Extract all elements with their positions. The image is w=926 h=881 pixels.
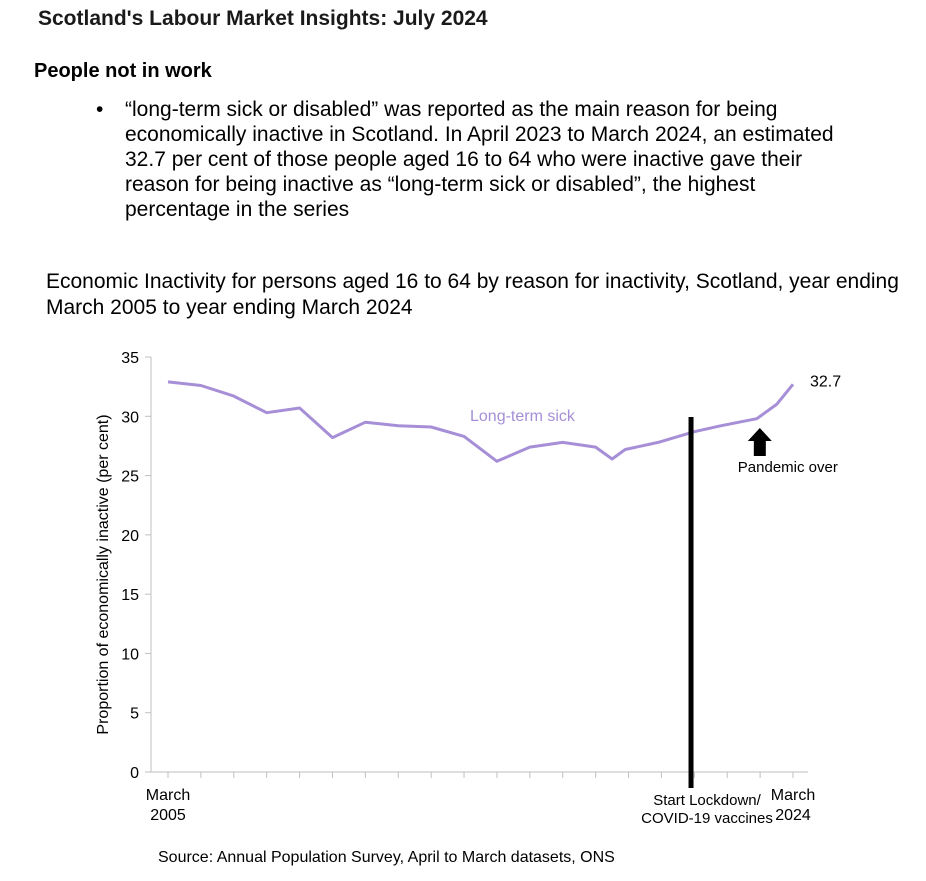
lockdown-label: COVID-19 vaccines <box>641 810 773 827</box>
chart-title: Economic Inactivity for persons aged 16 … <box>46 270 899 319</box>
y-tick-label: 30 <box>121 409 139 426</box>
report-title: Scotland's Labour Market Insights: July … <box>38 7 488 30</box>
x-tick-label: 2005 <box>150 807 186 824</box>
y-axis: 0 5 10 15 20 25 30 35 <box>121 350 152 782</box>
y-tick-label: 10 <box>121 646 139 663</box>
y-tick-label: 5 <box>130 706 139 723</box>
bullet-dot-icon: • <box>96 98 104 121</box>
x-tick-label: March <box>146 787 190 804</box>
y-tick-label: 25 <box>121 469 139 486</box>
annotation-layer: Start Lockdown/COVID-19 vaccines Pandemic… <box>641 417 838 827</box>
series-line-long-term-sick <box>167 380 795 463</box>
series-label: Long-term sick <box>470 408 576 425</box>
y-tick-label: 0 <box>130 765 139 782</box>
end-value-label: 32.7 <box>810 373 841 390</box>
pandemic-over-label: Pandemic over <box>738 459 838 476</box>
up-arrow-icon <box>747 428 772 456</box>
y-axis-label: Proportion of economically inactive (per… <box>95 414 112 734</box>
source-note: Source: Annual Population Survey, April … <box>158 849 615 866</box>
y-tick-label: 20 <box>121 528 139 545</box>
x-tick-label: 2024 <box>775 807 811 824</box>
section-heading: People not in work <box>34 60 212 82</box>
x-tick-label: March <box>771 787 815 804</box>
bullet-text: “long-term sick or disabled” was reporte… <box>125 98 834 221</box>
y-tick-label: 35 <box>121 350 139 367</box>
bullet-list: • “long-term sick or disabled” was repor… <box>96 97 856 222</box>
lockdown-label: Start Lockdown/ <box>653 792 761 809</box>
bullet-item: • “long-term sick or disabled” was repor… <box>96 97 856 222</box>
x-axis: March 2005 March 2024 <box>146 771 815 824</box>
y-tick-label: 15 <box>121 587 139 604</box>
series-layer: Long-term sick 32.7 <box>167 373 841 463</box>
